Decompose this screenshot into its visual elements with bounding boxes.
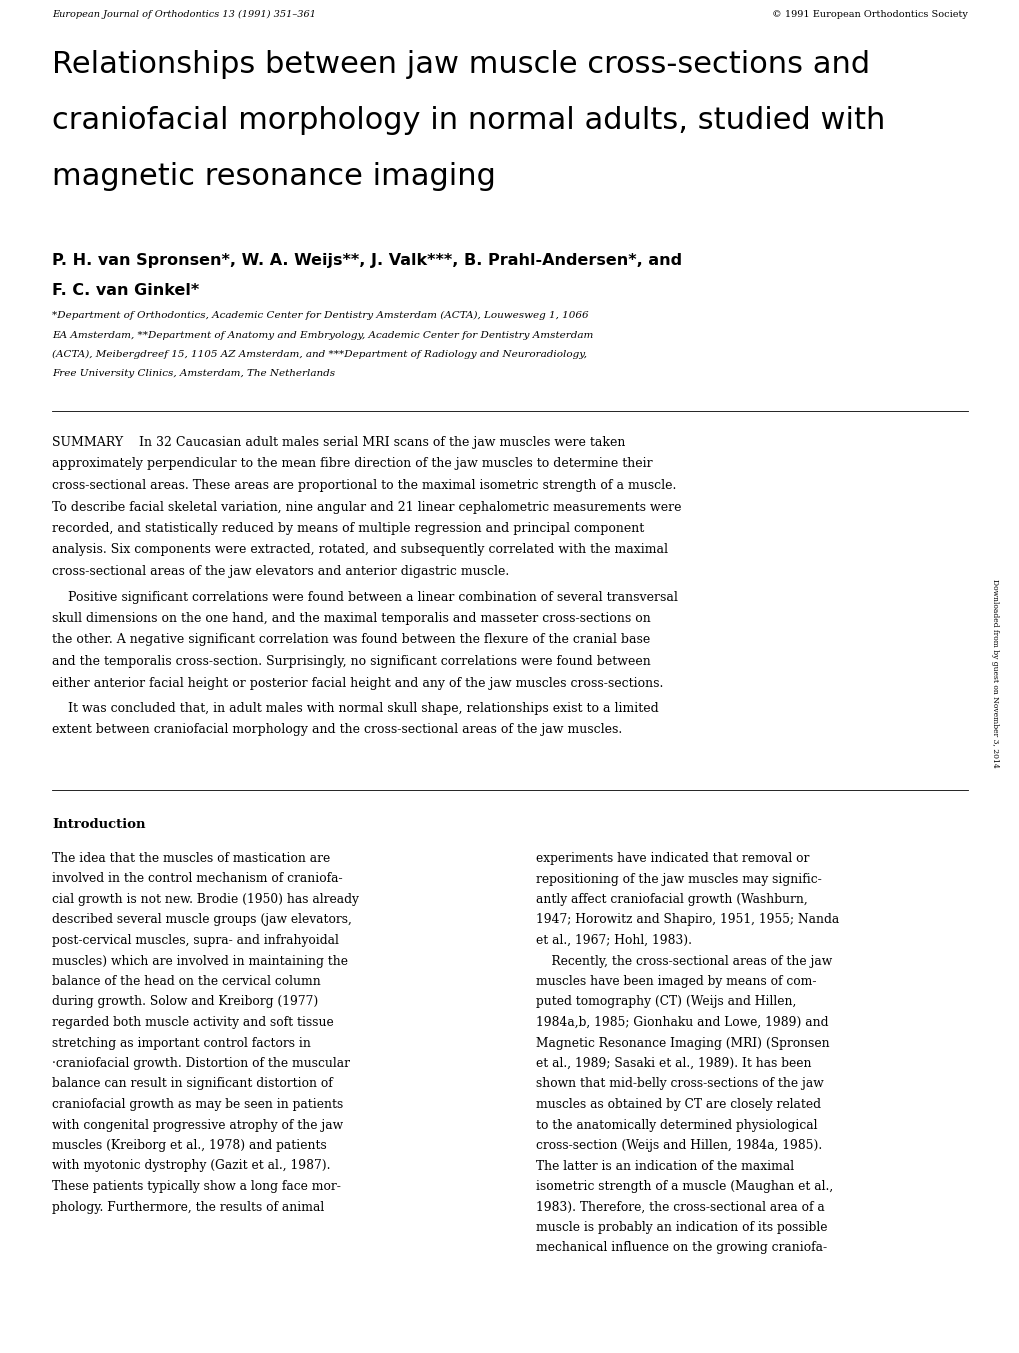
Text: balance can result in significant distortion of: balance can result in significant distor… xyxy=(52,1077,332,1091)
Text: with congenital progressive atrophy of the jaw: with congenital progressive atrophy of t… xyxy=(52,1119,342,1131)
Text: stretching as important control factors in: stretching as important control factors … xyxy=(52,1036,311,1050)
Text: SUMMARY: SUMMARY xyxy=(52,436,123,449)
Text: described several muscle groups (jaw elevators,: described several muscle groups (jaw ele… xyxy=(52,913,352,927)
Text: cross-section (Weijs and Hillen, 1984a, 1985).: cross-section (Weijs and Hillen, 1984a, … xyxy=(535,1139,821,1151)
Text: 1947; Horowitz and Shapiro, 1951, 1955; Nanda: 1947; Horowitz and Shapiro, 1951, 1955; … xyxy=(535,913,839,927)
Text: regarded both muscle activity and soft tissue: regarded both muscle activity and soft t… xyxy=(52,1016,333,1030)
Text: craniofacial growth as may be seen in patients: craniofacial growth as may be seen in pa… xyxy=(52,1099,343,1111)
Text: F. C. van Ginkel*: F. C. van Ginkel* xyxy=(52,283,199,298)
Text: European Journal of Orthodontics 13 (1991) 351–361: European Journal of Orthodontics 13 (199… xyxy=(52,9,316,19)
Text: post-cervical muscles, supra- and infrahyoidal: post-cervical muscles, supra- and infrah… xyxy=(52,934,338,947)
Text: skull dimensions on the one hand, and the maximal temporalis and masseter cross-: skull dimensions on the one hand, and th… xyxy=(52,612,650,625)
Text: EA Amsterdam, **Department of Anatomy and Embryology, Academic Center for Dentis: EA Amsterdam, **Department of Anatomy an… xyxy=(52,330,593,340)
Text: puted tomography (CT) (Weijs and Hillen,: puted tomography (CT) (Weijs and Hillen, xyxy=(535,996,796,1008)
Text: involved in the control mechanism of craniofa-: involved in the control mechanism of cra… xyxy=(52,873,342,885)
Text: cross-sectional areas of the jaw elevators and anterior digastric muscle.: cross-sectional areas of the jaw elevato… xyxy=(52,566,508,578)
Text: ·craniofacial growth. Distortion of the muscular: ·craniofacial growth. Distortion of the … xyxy=(52,1057,350,1070)
Text: Introduction: Introduction xyxy=(52,819,146,831)
Text: during growth. Solow and Kreiborg (1977): during growth. Solow and Kreiborg (1977) xyxy=(52,996,318,1008)
Text: with myotonic dystrophy (Gazit et al., 1987).: with myotonic dystrophy (Gazit et al., 1… xyxy=(52,1160,330,1173)
Text: Free University Clinics, Amsterdam, The Netherlands: Free University Clinics, Amsterdam, The … xyxy=(52,369,335,379)
Text: and the temporalis cross-section. Surprisingly, no significant correlations were: and the temporalis cross-section. Surpri… xyxy=(52,655,650,668)
Text: extent between craniofacial morphology and the cross-sectional areas of the jaw : extent between craniofacial morphology a… xyxy=(52,724,622,736)
Text: muscles (Kreiborg et al., 1978) and patients: muscles (Kreiborg et al., 1978) and pati… xyxy=(52,1139,326,1151)
Text: Relationships between jaw muscle cross-sections and: Relationships between jaw muscle cross-s… xyxy=(52,50,869,78)
Text: Recently, the cross-sectional areas of the jaw: Recently, the cross-sectional areas of t… xyxy=(535,954,832,967)
Text: recorded, and statistically reduced by means of multiple regression and principa: recorded, and statistically reduced by m… xyxy=(52,522,644,534)
Text: the other. A negative significant correlation was found between the flexure of t: the other. A negative significant correl… xyxy=(52,633,650,647)
Text: shown that mid-belly cross-sections of the jaw: shown that mid-belly cross-sections of t… xyxy=(535,1077,823,1091)
Text: et al., 1967; Hohl, 1983).: et al., 1967; Hohl, 1983). xyxy=(535,934,691,947)
Text: repositioning of the jaw muscles may signific-: repositioning of the jaw muscles may sig… xyxy=(535,873,821,885)
Text: Positive significant correlations were found between a linear combination of sev: Positive significant correlations were f… xyxy=(52,590,678,603)
Text: phology. Furthermore, the results of animal: phology. Furthermore, the results of ani… xyxy=(52,1200,324,1214)
Text: Magnetic Resonance Imaging (MRI) (Spronsen: Magnetic Resonance Imaging (MRI) (Sprons… xyxy=(535,1036,828,1050)
Text: In 32 Caucasian adult males serial MRI scans of the jaw muscles were taken: In 32 Caucasian adult males serial MRI s… xyxy=(139,436,625,449)
Text: balance of the head on the cervical column: balance of the head on the cervical colu… xyxy=(52,976,320,988)
Text: experiments have indicated that removal or: experiments have indicated that removal … xyxy=(535,852,809,865)
Text: muscles as obtained by CT are closely related: muscles as obtained by CT are closely re… xyxy=(535,1099,820,1111)
Text: It was concluded that, in adult males with normal skull shape, relationships exi: It was concluded that, in adult males wi… xyxy=(52,702,658,714)
Text: magnetic resonance imaging: magnetic resonance imaging xyxy=(52,162,495,191)
Text: The latter is an indication of the maximal: The latter is an indication of the maxim… xyxy=(535,1160,794,1173)
Text: muscles) which are involved in maintaining the: muscles) which are involved in maintaini… xyxy=(52,954,347,967)
Text: antly affect craniofacial growth (Washburn,: antly affect craniofacial growth (Washbu… xyxy=(535,893,807,907)
Text: To describe facial skeletal variation, nine angular and 21 linear cephalometric : To describe facial skeletal variation, n… xyxy=(52,501,681,514)
Text: Downloaded from by guest on November 3, 2014: Downloaded from by guest on November 3, … xyxy=(990,579,998,767)
Text: 1984a,b, 1985; Gionhaku and Lowe, 1989) and: 1984a,b, 1985; Gionhaku and Lowe, 1989) … xyxy=(535,1016,827,1030)
Text: approximately perpendicular to the mean fibre direction of the jaw muscles to de: approximately perpendicular to the mean … xyxy=(52,457,652,471)
Text: 1983). Therefore, the cross-sectional area of a: 1983). Therefore, the cross-sectional ar… xyxy=(535,1200,824,1214)
Text: The idea that the muscles of mastication are: The idea that the muscles of mastication… xyxy=(52,852,330,865)
Text: These patients typically show a long face mor-: These patients typically show a long fac… xyxy=(52,1180,340,1193)
Text: © 1991 European Orthodontics Society: © 1991 European Orthodontics Society xyxy=(771,9,967,19)
Text: *Department of Orthodontics, Academic Center for Dentistry Amsterdam (ACTA), Lou: *Department of Orthodontics, Academic Ce… xyxy=(52,311,588,321)
Text: analysis. Six components were extracted, rotated, and subsequently correlated wi: analysis. Six components were extracted,… xyxy=(52,544,667,556)
Text: mechanical influence on the growing craniofa-: mechanical influence on the growing cran… xyxy=(535,1242,826,1254)
Text: muscles have been imaged by means of com-: muscles have been imaged by means of com… xyxy=(535,976,815,988)
Text: either anterior facial height or posterior facial height and any of the jaw musc: either anterior facial height or posteri… xyxy=(52,676,662,690)
Text: et al., 1989; Sasaki et al., 1989). It has been: et al., 1989; Sasaki et al., 1989). It h… xyxy=(535,1057,811,1070)
Text: cial growth is not new. Brodie (1950) has already: cial growth is not new. Brodie (1950) ha… xyxy=(52,893,359,907)
Text: muscle is probably an indication of its possible: muscle is probably an indication of its … xyxy=(535,1220,826,1234)
Text: to the anatomically determined physiological: to the anatomically determined physiolog… xyxy=(535,1119,816,1131)
Text: cross-sectional areas. These areas are proportional to the maximal isometric str: cross-sectional areas. These areas are p… xyxy=(52,479,676,492)
Text: isometric strength of a muscle (Maughan et al.,: isometric strength of a muscle (Maughan … xyxy=(535,1180,833,1193)
Text: craniofacial morphology in normal adults, studied with: craniofacial morphology in normal adults… xyxy=(52,106,884,135)
Text: P. H. van Spronsen*, W. A. Weijs**, J. Valk***, B. Prahl-Andersen*, and: P. H. van Spronsen*, W. A. Weijs**, J. V… xyxy=(52,253,682,268)
Text: (ACTA), Meibergdreef 15, 1105 AZ Amsterdam, and ***Department of Radiology and N: (ACTA), Meibergdreef 15, 1105 AZ Amsterd… xyxy=(52,350,586,359)
